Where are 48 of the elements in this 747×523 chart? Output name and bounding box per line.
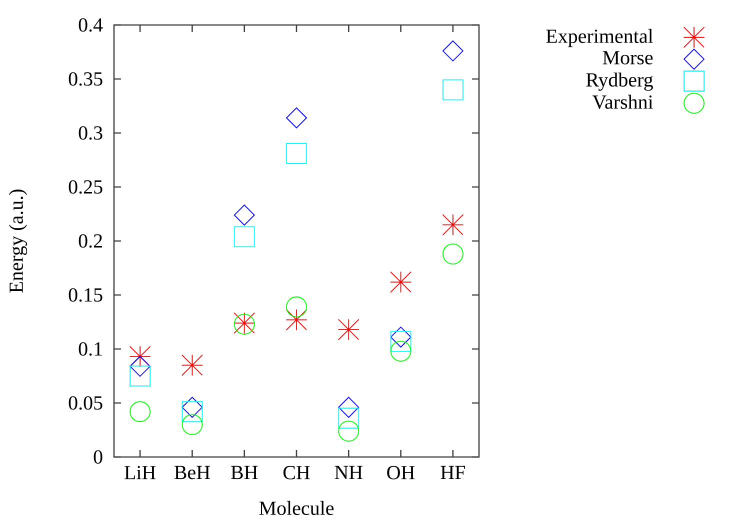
x-tick-label: CH <box>283 466 310 480</box>
point <box>390 326 412 348</box>
point <box>130 346 151 367</box>
point <box>390 272 412 292</box>
legend-label: Rydberg <box>586 72 653 91</box>
y-tick-label: 0.2 <box>78 234 102 248</box>
point <box>442 244 464 264</box>
point <box>286 309 307 330</box>
point <box>182 396 203 418</box>
y-tick-label: 0.25 <box>68 180 102 194</box>
legend-label: Varshni <box>592 94 653 109</box>
point <box>390 330 412 352</box>
x-tick-label: LiH <box>124 466 156 480</box>
y-tick-label: 0.15 <box>68 288 102 302</box>
point <box>182 354 203 376</box>
point <box>442 79 464 100</box>
point <box>442 40 464 62</box>
legend-label: Experimental <box>546 28 653 48</box>
x-tick-label: BeH <box>174 466 210 480</box>
x-axis-title: Molecule <box>259 500 334 515</box>
y-tick-label: 0.1 <box>78 342 102 356</box>
point <box>130 356 151 377</box>
point <box>130 401 151 422</box>
point <box>182 414 203 436</box>
point <box>286 296 307 318</box>
y-tick-label: 0.05 <box>68 396 102 410</box>
point <box>286 143 307 164</box>
y-tick-label: 0.35 <box>68 72 102 86</box>
x-tick-label: BH <box>231 466 258 480</box>
x-tick-label: OH <box>387 466 415 480</box>
point <box>338 396 360 418</box>
point <box>338 408 360 429</box>
y-axis-title: Energy (a.u.) <box>8 190 28 293</box>
x-tick-label: NH <box>334 466 362 480</box>
x-tick-label: HF <box>440 466 465 480</box>
y-tick-label: 0 <box>94 450 102 464</box>
point <box>442 214 464 236</box>
point <box>286 107 307 128</box>
point <box>182 401 203 422</box>
point <box>234 204 255 226</box>
point <box>390 340 412 362</box>
point <box>338 420 360 442</box>
y-tick-label: 0.4 <box>78 18 103 32</box>
legend-label: Morse <box>602 51 653 64</box>
point <box>234 226 255 248</box>
point <box>338 319 360 340</box>
y-tick-label: 0.3 <box>78 126 102 140</box>
point <box>130 366 151 386</box>
